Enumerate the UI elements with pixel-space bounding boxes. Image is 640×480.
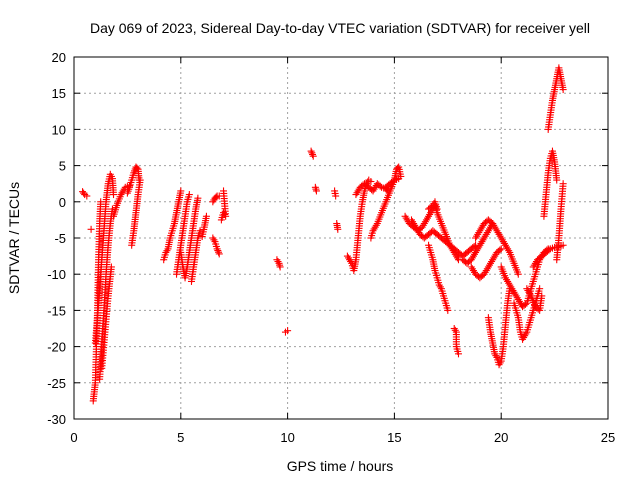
y-tick-label: -20 bbox=[47, 340, 66, 355]
x-tick-label: 10 bbox=[280, 430, 294, 445]
data-point bbox=[395, 175, 403, 183]
data-points bbox=[79, 64, 567, 405]
data-point bbox=[394, 164, 402, 172]
x-tick-label: 20 bbox=[494, 430, 508, 445]
data-point bbox=[444, 306, 452, 314]
x-tick-label: 0 bbox=[70, 430, 77, 445]
tick-labels: 0 5 10 15 20 25 -30 -25 -20 -15 -10 -5 0 5 10 15 20 bbox=[47, 50, 615, 445]
x-tick-label: 25 bbox=[601, 430, 615, 445]
x-axis-label: GPS time / hours bbox=[287, 458, 394, 474]
data-point bbox=[215, 250, 223, 258]
data-point bbox=[332, 192, 340, 200]
data-point bbox=[492, 352, 500, 360]
y-tick-label: 5 bbox=[59, 159, 66, 174]
data-point bbox=[110, 191, 118, 199]
data-point bbox=[194, 194, 202, 202]
plot-frame bbox=[73, 56, 609, 420]
data-point bbox=[80, 189, 88, 197]
data-point bbox=[559, 86, 567, 94]
data-point bbox=[83, 192, 91, 200]
data-point bbox=[136, 176, 144, 184]
data-point bbox=[213, 245, 221, 253]
data-point bbox=[185, 191, 193, 199]
data-point bbox=[276, 263, 284, 271]
chart-title: Day 069 of 2023, Sidereal Day-to-day VTE… bbox=[90, 20, 590, 36]
x-tick-label: 5 bbox=[177, 430, 184, 445]
data-point bbox=[496, 246, 504, 254]
y-tick-label: 0 bbox=[59, 195, 66, 210]
y-tick-label: -30 bbox=[47, 412, 66, 427]
data-point bbox=[470, 242, 478, 250]
data-point bbox=[307, 147, 315, 155]
data-point bbox=[451, 326, 459, 334]
data-point bbox=[309, 150, 317, 158]
data-point bbox=[308, 149, 316, 157]
y-tick-label: 20 bbox=[52, 50, 66, 65]
y-tick-label: -10 bbox=[47, 267, 66, 282]
data-point bbox=[133, 164, 141, 172]
data-point bbox=[534, 305, 542, 313]
data-point bbox=[284, 327, 292, 335]
data-point bbox=[312, 187, 320, 195]
data-point bbox=[454, 350, 462, 358]
data-point bbox=[536, 285, 544, 293]
data-point bbox=[514, 270, 522, 278]
data-point bbox=[202, 212, 210, 220]
data-point bbox=[497, 245, 505, 253]
y-tick-label: -15 bbox=[47, 303, 66, 318]
data-point bbox=[436, 283, 444, 291]
data-point bbox=[212, 193, 220, 201]
data-point bbox=[545, 246, 553, 254]
data-point bbox=[210, 236, 218, 244]
data-point bbox=[389, 177, 397, 185]
y-tick-label: 15 bbox=[52, 86, 66, 101]
data-point bbox=[334, 225, 342, 233]
data-point bbox=[309, 152, 317, 160]
data-point bbox=[215, 248, 223, 256]
grid-lines bbox=[74, 57, 608, 419]
data-point bbox=[376, 182, 384, 190]
y-tick-label: 10 bbox=[52, 122, 66, 137]
y-tick-label: -5 bbox=[54, 231, 66, 246]
y-axis-label: SDTVAR / TECUs bbox=[6, 182, 22, 294]
data-point bbox=[521, 300, 529, 308]
y-tick-label: -25 bbox=[47, 376, 66, 391]
data-point bbox=[433, 205, 441, 213]
data-point bbox=[367, 178, 375, 186]
data-point bbox=[538, 292, 546, 300]
x-tick-label: 15 bbox=[387, 430, 401, 445]
data-point bbox=[553, 176, 561, 184]
data-point bbox=[214, 247, 222, 255]
data-point bbox=[163, 247, 171, 255]
data-point bbox=[220, 187, 228, 195]
data-point bbox=[87, 225, 95, 233]
data-point bbox=[559, 180, 567, 188]
data-point bbox=[107, 263, 115, 271]
data-point bbox=[177, 187, 185, 195]
